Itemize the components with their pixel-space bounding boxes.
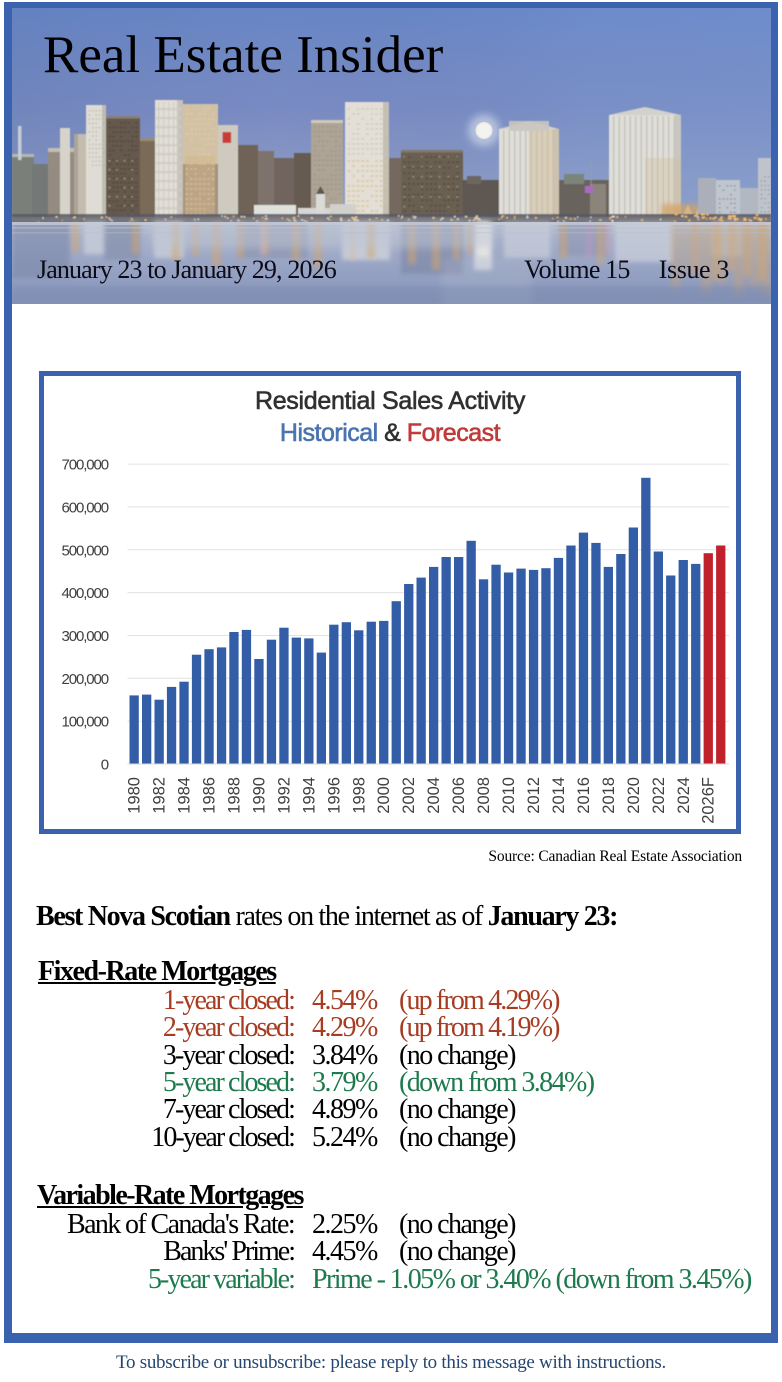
svg-text:Historical & Forecast: Historical & Forecast xyxy=(280,419,501,447)
svg-text:100,000: 100,000 xyxy=(61,714,108,731)
svg-text:1984: 1984 xyxy=(176,777,194,814)
svg-text:2006: 2006 xyxy=(450,777,468,814)
svg-text:2024: 2024 xyxy=(675,777,693,814)
svg-text:2004: 2004 xyxy=(425,777,443,814)
svg-text:1980: 1980 xyxy=(126,777,144,814)
svg-text:2008: 2008 xyxy=(475,777,493,814)
svg-text:2016: 2016 xyxy=(575,777,593,814)
svg-text:0: 0 xyxy=(101,757,109,774)
svg-text:1992: 1992 xyxy=(275,777,293,814)
svg-text:600,000: 600,000 xyxy=(61,499,108,516)
svg-text:2000: 2000 xyxy=(375,777,393,814)
svg-text:1988: 1988 xyxy=(226,777,244,814)
svg-text:2012: 2012 xyxy=(525,777,543,814)
svg-text:1982: 1982 xyxy=(151,777,169,814)
svg-text:2010: 2010 xyxy=(500,777,518,814)
svg-text:2014: 2014 xyxy=(550,777,568,814)
svg-text:1986: 1986 xyxy=(201,777,219,814)
svg-text:2002: 2002 xyxy=(400,777,418,814)
svg-text:2020: 2020 xyxy=(625,777,643,814)
svg-text:400,000: 400,000 xyxy=(61,585,108,602)
svg-text:2026F: 2026F xyxy=(700,777,718,824)
svg-text:1996: 1996 xyxy=(325,777,343,814)
svg-text:Residential Sales Activity: Residential Sales Activity xyxy=(255,387,526,415)
svg-text:300,000: 300,000 xyxy=(61,628,108,645)
svg-text:1990: 1990 xyxy=(251,777,269,814)
svg-text:200,000: 200,000 xyxy=(61,671,108,688)
svg-text:2022: 2022 xyxy=(650,777,668,814)
svg-text:500,000: 500,000 xyxy=(61,542,108,559)
svg-text:2018: 2018 xyxy=(600,777,618,814)
svg-text:700,000: 700,000 xyxy=(61,457,108,474)
svg-text:1994: 1994 xyxy=(300,777,318,814)
svg-text:1998: 1998 xyxy=(350,777,368,814)
